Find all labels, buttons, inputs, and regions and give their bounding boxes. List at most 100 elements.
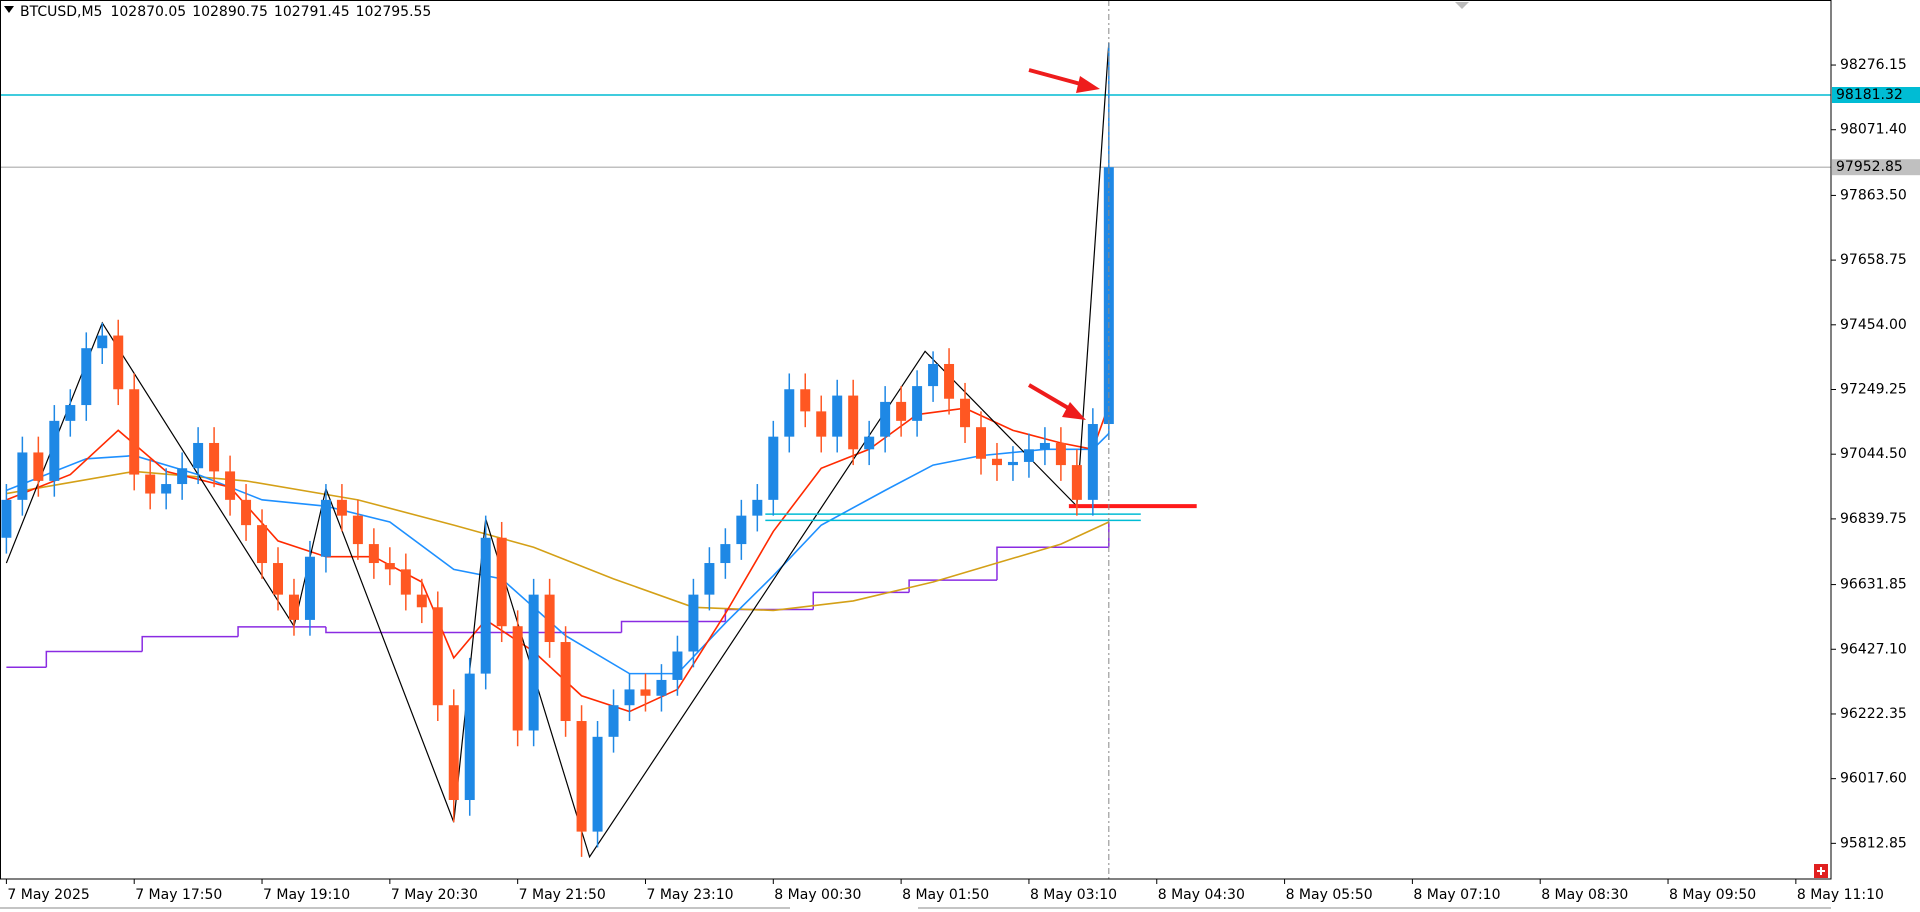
candle-body bbox=[400, 569, 411, 595]
candle-body bbox=[832, 395, 843, 437]
add-icon bbox=[1817, 867, 1825, 875]
y-tick-label: 96427.10 bbox=[1840, 641, 1907, 657]
candle-body bbox=[560, 642, 571, 722]
x-tick-label: 8 May 09:50 bbox=[1669, 887, 1756, 903]
x-tick-label: 8 May 08:30 bbox=[1541, 887, 1628, 903]
candle-body bbox=[768, 436, 779, 500]
y-tick-label: 95812.85 bbox=[1840, 835, 1907, 851]
candle-body bbox=[976, 427, 987, 459]
x-tick-label: 7 May 23:10 bbox=[646, 887, 733, 903]
candle-body bbox=[288, 594, 299, 620]
candle-body bbox=[512, 626, 523, 731]
ohlc-close: 102795.55 bbox=[356, 4, 432, 20]
candle-body bbox=[225, 471, 236, 500]
candle-body bbox=[177, 468, 188, 485]
overlay-line bbox=[6, 432, 1110, 675]
candle-body bbox=[97, 335, 108, 349]
plot-border bbox=[0, 0, 1832, 880]
candle-body bbox=[1087, 424, 1098, 500]
candle-body bbox=[928, 363, 939, 387]
symbol-menu-icon[interactable] bbox=[4, 6, 14, 13]
candle-body bbox=[1071, 465, 1082, 500]
candle-body bbox=[161, 484, 172, 494]
price-tag bbox=[1832, 159, 1920, 176]
arrow-head bbox=[1062, 402, 1086, 420]
chart-header: BTCUSD,M5 102870.05 102890.75 102791.45 1027… bbox=[20, 4, 431, 20]
symbol: BTCUSD,M5 bbox=[20, 4, 102, 20]
candle-body bbox=[241, 499, 252, 526]
candle-body bbox=[352, 515, 363, 545]
candle-body bbox=[1007, 461, 1018, 466]
x-tick-label: 7 May 19:10 bbox=[263, 887, 350, 903]
price-tag-label: 98181.32 bbox=[1836, 87, 1903, 103]
candle-body bbox=[257, 525, 268, 564]
y-tick-label: 98276.15 bbox=[1840, 57, 1907, 73]
ohlc-low: 102791.45 bbox=[274, 4, 350, 20]
candle-body bbox=[720, 544, 731, 564]
candle-body bbox=[528, 594, 539, 731]
y-tick-label: 96222.35 bbox=[1840, 706, 1907, 722]
candle-body bbox=[81, 348, 92, 406]
candle-body bbox=[880, 401, 891, 437]
step-line-segment bbox=[237, 626, 326, 637]
candle-body bbox=[17, 452, 28, 500]
x-tick-label: 8 May 11:10 bbox=[1797, 887, 1884, 903]
candle-body bbox=[848, 395, 859, 450]
candle-body bbox=[704, 563, 715, 595]
candle-body bbox=[688, 594, 699, 652]
candle-body bbox=[193, 442, 204, 469]
candle-body bbox=[608, 705, 619, 737]
candle-body bbox=[320, 499, 331, 557]
shift-marker[interactable] bbox=[1455, 2, 1469, 9]
x-tick-label: 7 May 17:50 bbox=[135, 887, 222, 903]
candle-body bbox=[672, 651, 683, 680]
y-tick-label: 97863.50 bbox=[1840, 187, 1907, 203]
candle-body bbox=[480, 537, 491, 674]
step-line-segment bbox=[141, 635, 239, 652]
candle-body bbox=[960, 398, 971, 428]
plot-area bbox=[0, 0, 1831, 879]
step-line-segment bbox=[996, 546, 1109, 581]
candle-body bbox=[416, 594, 427, 608]
arrow-head bbox=[1076, 76, 1100, 93]
candle-body bbox=[752, 499, 763, 516]
candle-body bbox=[129, 389, 140, 475]
candle-body bbox=[336, 499, 347, 516]
price-tag-label: 97952.85 bbox=[1836, 159, 1903, 175]
overlay-line bbox=[6, 470, 1110, 612]
candle-body bbox=[736, 515, 747, 545]
candle-body bbox=[912, 386, 923, 421]
candle-body bbox=[640, 689, 651, 696]
candle-body bbox=[1023, 449, 1034, 462]
candle-body bbox=[896, 401, 907, 421]
candle-body bbox=[991, 458, 1002, 466]
y-tick-label: 96631.85 bbox=[1840, 577, 1907, 593]
candle-body bbox=[432, 607, 443, 706]
candle-body bbox=[576, 721, 587, 832]
y-tick-label: 96017.60 bbox=[1840, 771, 1907, 787]
candle-body bbox=[273, 563, 284, 595]
candle-body bbox=[304, 556, 315, 620]
y-tick-label: 97249.25 bbox=[1840, 381, 1907, 397]
y-tick-label: 97044.50 bbox=[1840, 446, 1907, 462]
candle-body bbox=[209, 442, 220, 472]
step-line-segment bbox=[45, 650, 143, 668]
candle-body bbox=[1039, 442, 1050, 450]
y-tick-label: 96839.75 bbox=[1840, 511, 1907, 527]
x-tick-label: 7 May 2025 bbox=[7, 887, 89, 903]
candle-body bbox=[816, 411, 827, 437]
candle-body bbox=[368, 544, 379, 564]
candle-body bbox=[33, 452, 44, 481]
candle-body bbox=[864, 436, 875, 450]
candle-body bbox=[448, 705, 459, 801]
x-tick-label: 8 May 00:30 bbox=[774, 887, 861, 903]
candle-body bbox=[592, 736, 603, 832]
candle-body bbox=[145, 474, 156, 494]
candle-body bbox=[1055, 442, 1066, 466]
candle-body bbox=[624, 689, 635, 706]
candle-body bbox=[800, 389, 811, 412]
candle-body bbox=[944, 363, 955, 399]
candle-body bbox=[544, 594, 555, 643]
